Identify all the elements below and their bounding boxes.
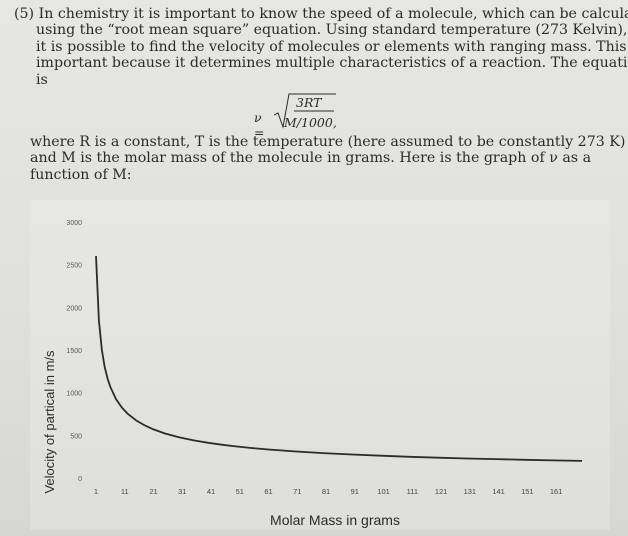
velocity-chart: 0 500 1000 1500 2000 2500 3000 1 11 21 31 41 51 61 71… xyxy=(30,200,610,530)
y-tick-labels: 0 500 1000 1500 2000 2500 3000 xyxy=(66,220,82,483)
y-tick-label: 2500 xyxy=(66,263,82,270)
denominator-text: M/1000 xyxy=(284,115,333,130)
problem-line: it is possible to find the velocity of m… xyxy=(36,38,628,55)
equation-denominator: M/1000, xyxy=(284,115,337,130)
x-tick-label: 81 xyxy=(322,487,330,496)
x-tick-label: 91 xyxy=(351,487,359,496)
problem-line: important because it determines multiple… xyxy=(36,55,628,72)
x-tick-label: 71 xyxy=(293,487,301,496)
x-tick-label: 161 xyxy=(550,487,563,496)
chart-background xyxy=(30,200,610,530)
x-tick-label: 61 xyxy=(264,487,272,496)
x-tick-labels: 1 11 21 31 41 51 61 71 81 91 101 111 121 131 141 151 161 xyxy=(94,487,562,496)
x-tick-label: 41 xyxy=(207,487,215,496)
problem-line: using the “root mean square” equation. U… xyxy=(36,22,628,39)
equation-comma: , xyxy=(332,115,337,130)
x-axis-label: Molar Mass in grams xyxy=(270,512,400,528)
explanation-line: and M is the molar mass of the molecule … xyxy=(30,150,592,167)
y-tick-label: 1000 xyxy=(66,391,82,398)
x-tick-label: 21 xyxy=(149,487,157,496)
explanation-text: where R is a constant, T is the temperat… xyxy=(30,134,626,183)
x-tick-label: 101 xyxy=(377,487,390,496)
y-tick-label: 1500 xyxy=(66,348,82,355)
x-tick-label: 11 xyxy=(121,487,129,496)
equation-lhs: ν = xyxy=(254,110,265,140)
explanation-line: where R is a constant, T is the temperat… xyxy=(30,134,626,150)
x-tick-label: 31 xyxy=(178,487,186,496)
y-axis-label: Velocity of partical in m/s xyxy=(42,350,57,494)
y-tick-label: 500 xyxy=(70,433,82,440)
problem-line: is xyxy=(36,71,48,88)
x-tick-label: 121 xyxy=(435,487,448,496)
x-tick-label: 1 xyxy=(94,487,98,496)
x-tick-label: 141 xyxy=(492,487,505,496)
problem-line: (5) In chemistry it is important to know… xyxy=(14,6,628,22)
explanation-line: function of M: xyxy=(30,166,132,183)
x-tick-label: 51 xyxy=(236,487,244,496)
square-root-sign xyxy=(274,93,336,129)
problem-text: (5) In chemistry it is important to know… xyxy=(14,6,628,88)
x-tick-label: 151 xyxy=(521,487,534,496)
equation-numerator: 3RT xyxy=(296,95,322,110)
y-tick-label: 0 xyxy=(78,476,82,483)
x-tick-label: 111 xyxy=(407,487,418,496)
velocity-curve xyxy=(95,256,583,462)
y-tick-label: 3000 xyxy=(66,220,82,227)
y-tick-label: 2000 xyxy=(66,305,82,312)
x-tick-label: 131 xyxy=(464,487,477,496)
